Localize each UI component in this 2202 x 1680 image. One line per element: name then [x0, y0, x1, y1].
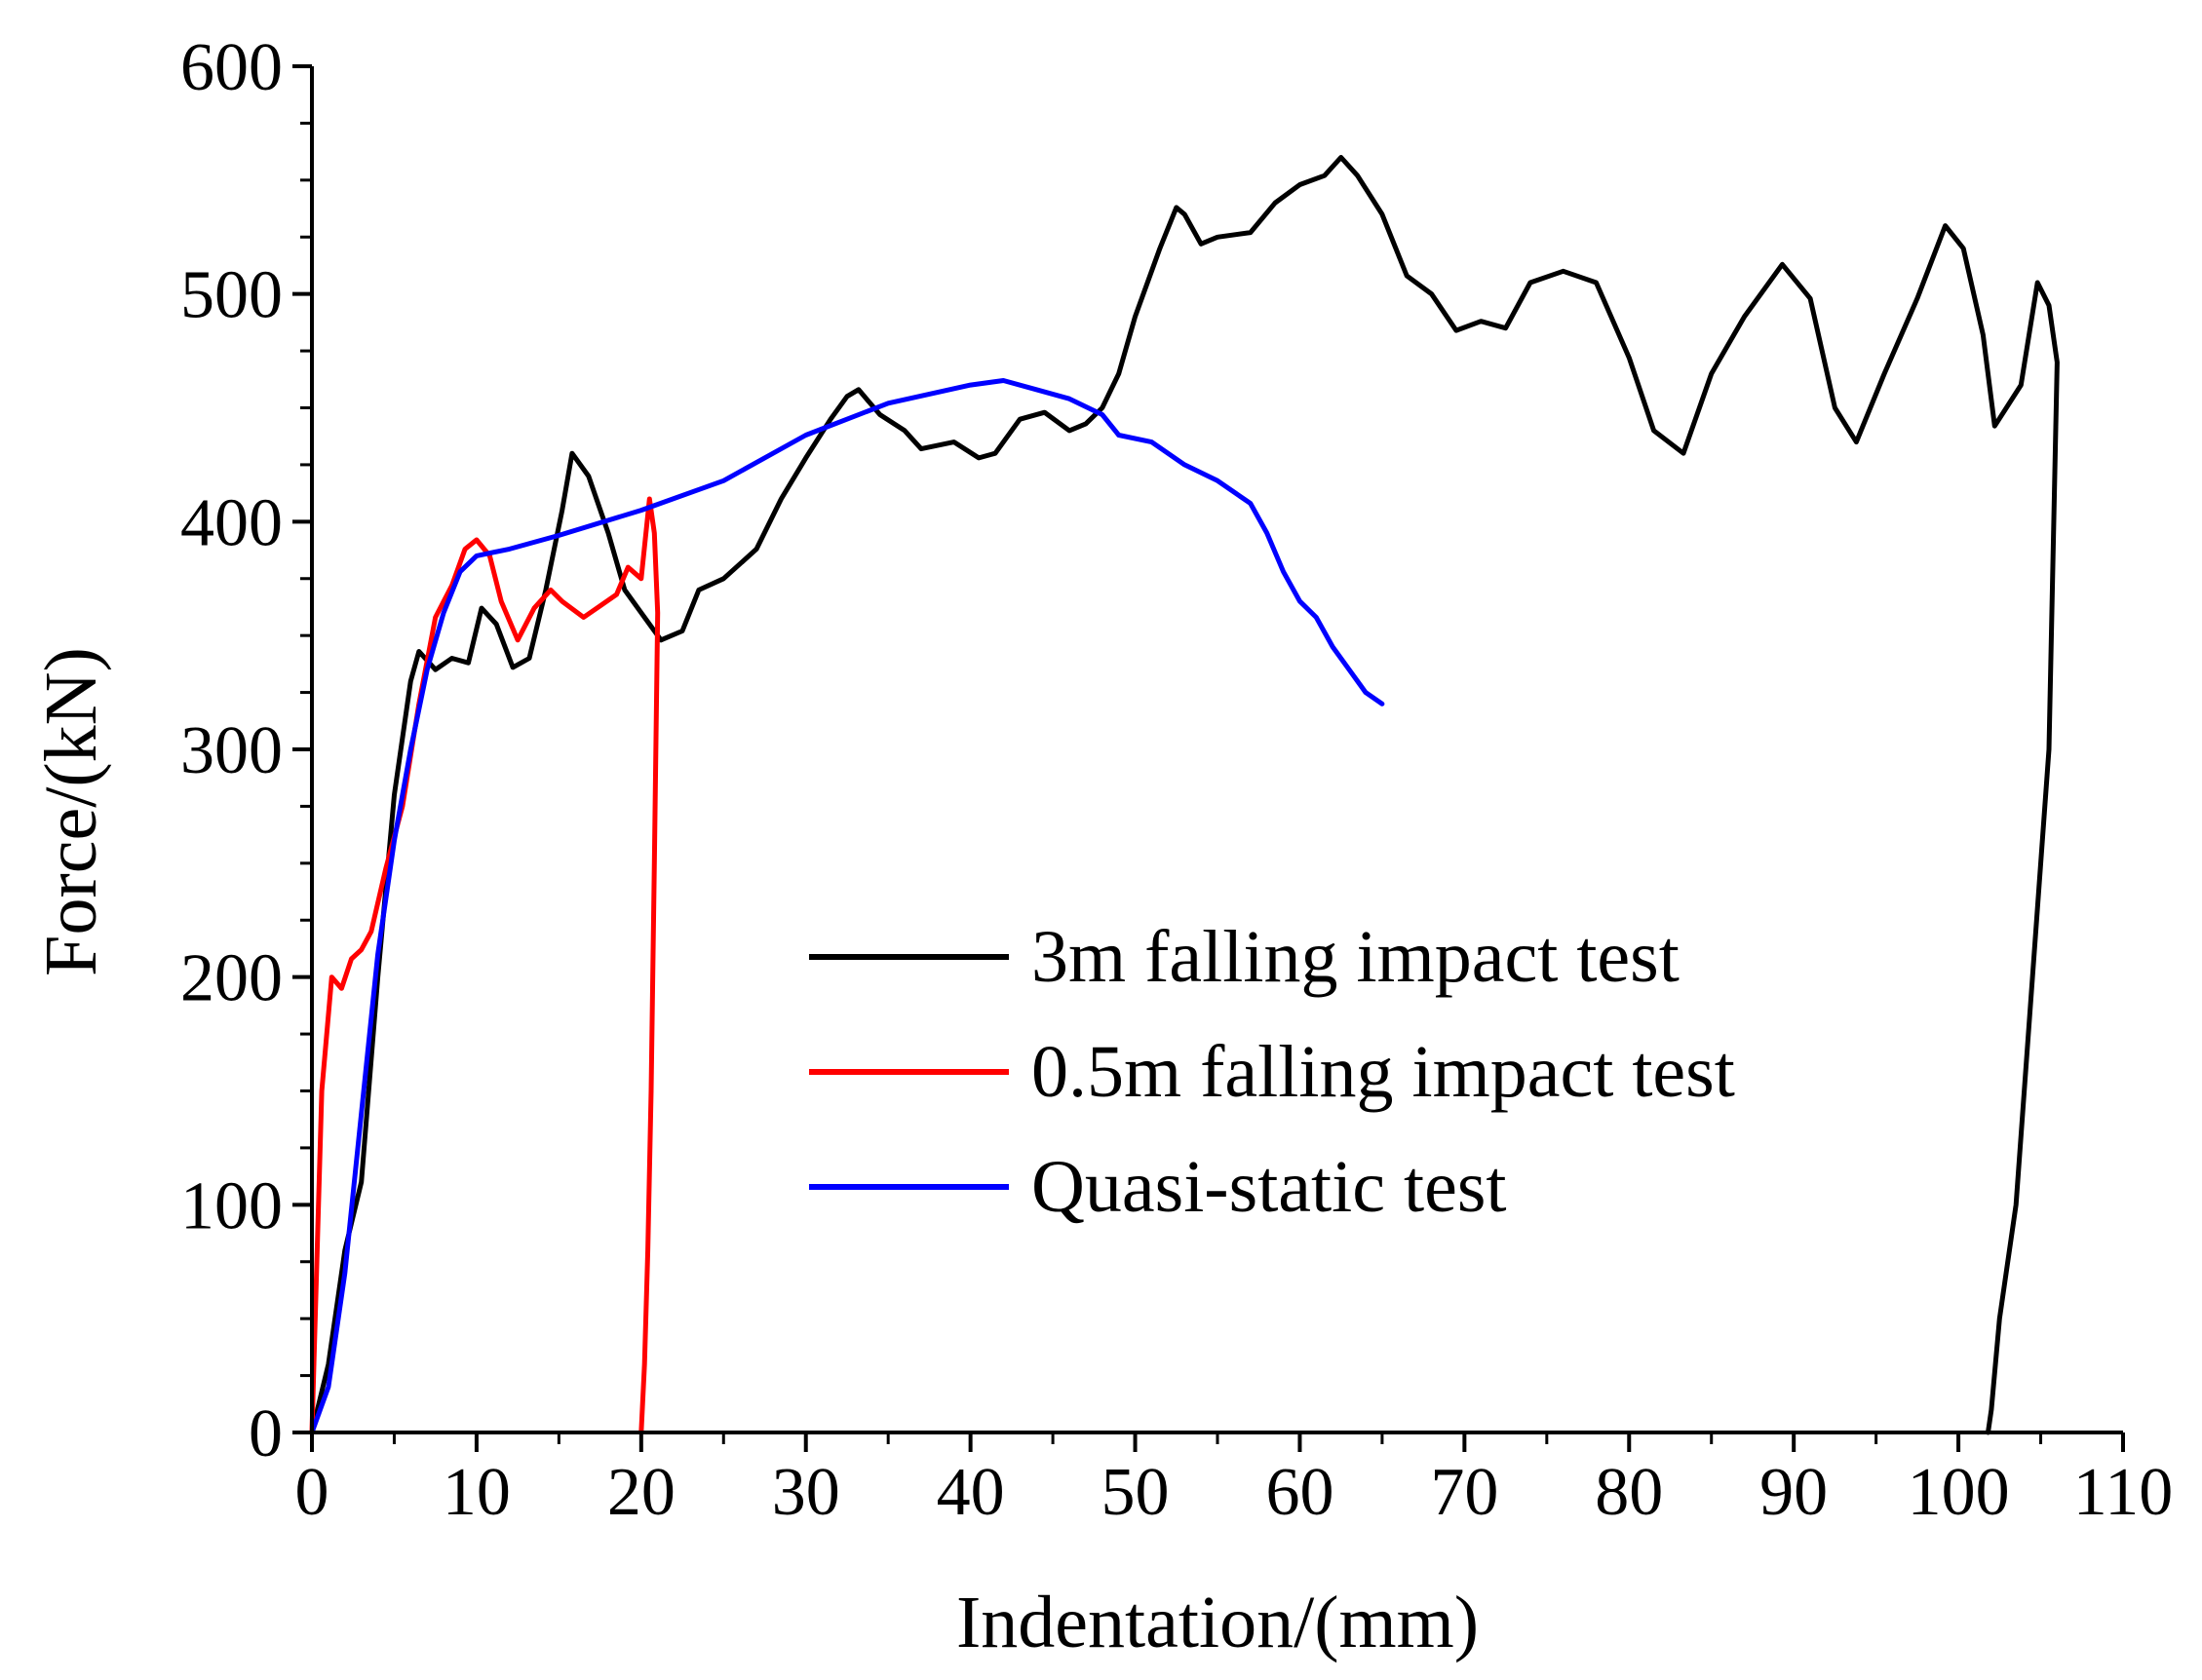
x-tick-label: 0	[295, 1455, 329, 1530]
legend-item-3m: 3m falling impact test	[809, 916, 1680, 998]
legend-item-0.5m: 0.5m falling impact test	[809, 1031, 1735, 1113]
data-series-group	[309, 155, 2060, 1435]
legend-item-quasi-static: Quasi-static test	[809, 1146, 1507, 1228]
x-tick-label: 10	[443, 1455, 511, 1530]
y-tick-label: 600	[180, 30, 283, 105]
x-tick-label: 100	[1908, 1455, 2010, 1530]
y-tick-label: 300	[180, 713, 283, 788]
x-axis-title: Indentation/(mm)	[956, 1582, 1479, 1663]
x-tick-label: 90	[1759, 1455, 1828, 1530]
x-tick-label: 20	[607, 1455, 676, 1530]
y-tick-label: 100	[180, 1168, 283, 1243]
legend: 3m falling impact test 0.5m falling impa…	[809, 916, 1735, 1228]
legend-label-0.5m: 0.5m falling impact test	[1031, 1031, 1735, 1113]
x-tick-label: 60	[1265, 1455, 1333, 1530]
x-tick-label: 110	[2073, 1455, 2173, 1530]
x-tick-label: 40	[937, 1455, 1005, 1530]
y-tick-label: 400	[180, 485, 283, 560]
x-tick-label: 80	[1595, 1455, 1663, 1530]
y-tick-label: 500	[180, 258, 283, 333]
ticks-group: 0 10 20 30 40 50 60 70 80 90 100 110 0 100 200 300 400 50…	[180, 30, 2173, 1530]
x-tick-label: 70	[1430, 1455, 1498, 1530]
series-line-1	[309, 496, 661, 1435]
legend-label-3m: 3m falling impact test	[1031, 916, 1680, 998]
series-line-2	[309, 378, 1385, 1435]
legend-label-quasi-static: Quasi-static test	[1031, 1146, 1507, 1228]
y-axis-title: Force/(kN)	[30, 647, 112, 976]
x-tick-label: 50	[1101, 1455, 1170, 1530]
y-tick-label: 200	[180, 941, 283, 1016]
x-tick-label: 30	[772, 1455, 840, 1530]
y-tick-label: 0	[249, 1396, 283, 1471]
